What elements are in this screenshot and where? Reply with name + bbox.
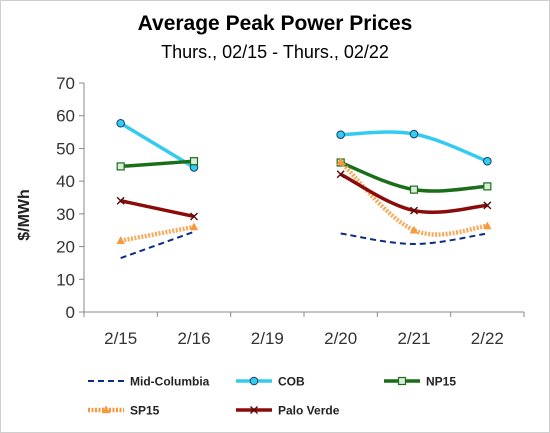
series-mid-columbia xyxy=(120,230,488,259)
y-tick-label: 40 xyxy=(56,172,75,191)
series-line xyxy=(339,160,488,237)
series-line xyxy=(120,159,195,169)
series-layer xyxy=(116,118,492,259)
legend-item-sp15: SP15 xyxy=(88,404,160,418)
x-marker-stroke xyxy=(190,212,198,221)
axes: 0 10 20 30 40 50 60 70 2/15 2/16 2/19 2/20 2/21 2/22 xyxy=(56,74,525,348)
series-line xyxy=(119,121,195,169)
legend-item-palo-verde: Palo Verde xyxy=(236,404,340,418)
x-marker-stroke xyxy=(410,206,418,215)
data-point xyxy=(336,170,345,179)
legend-label: COB xyxy=(278,375,305,389)
x-marker-stroke xyxy=(250,406,258,414)
y-tick-label: 70 xyxy=(56,74,75,93)
data-point xyxy=(483,182,492,191)
data-point xyxy=(483,221,492,230)
x-tick-label: 2/19 xyxy=(251,329,284,348)
series-np15 xyxy=(116,157,492,194)
y-tick-label: 30 xyxy=(56,205,75,224)
chart-title: Average Peak Power Prices xyxy=(138,12,413,35)
series-line xyxy=(120,224,195,243)
data-point xyxy=(409,225,419,234)
x-marker-stroke xyxy=(483,201,492,210)
x-tick-label: 2/20 xyxy=(324,329,357,348)
legend-marker xyxy=(101,405,111,414)
legend-label: Mid-Columbia xyxy=(130,375,210,389)
series-line xyxy=(340,232,488,245)
series-cob xyxy=(116,118,492,172)
y-tick-label: 50 xyxy=(56,139,75,158)
data-point xyxy=(336,130,345,139)
series-sp15 xyxy=(116,157,492,244)
x-tick-label: 2/16 xyxy=(177,329,210,348)
y-axis-label: $/MWh xyxy=(16,189,33,241)
legend: Mid-Columbia COB NP15 SP15 Palo Verde xyxy=(88,375,456,418)
data-point xyxy=(409,185,419,194)
x-tick-label: 2/15 xyxy=(104,329,137,348)
legend-label: SP15 xyxy=(130,404,160,418)
data-point xyxy=(116,236,125,244)
x-tick-label: 2/21 xyxy=(397,329,430,348)
x-tick-label: 2/22 xyxy=(471,329,504,348)
legend-item-cob: COB xyxy=(236,375,305,389)
data-point xyxy=(483,156,492,166)
legend-marker xyxy=(250,406,258,414)
data-point xyxy=(410,206,418,215)
y-tick-label: 10 xyxy=(56,270,75,289)
data-point xyxy=(409,129,419,139)
legend-item-mid-columbia: Mid-Columbia xyxy=(88,375,210,389)
legend-marker xyxy=(249,376,259,386)
y-tick-label: 60 xyxy=(56,107,75,126)
chart-subtitle: Thurs., 02/15 - Thurs., 02/22 xyxy=(161,42,389,62)
data-point xyxy=(336,157,345,166)
x-marker-stroke xyxy=(336,170,345,179)
data-point xyxy=(116,162,125,171)
data-point xyxy=(116,118,125,128)
data-point xyxy=(189,157,199,166)
series-palo-verde xyxy=(116,170,492,221)
series-line xyxy=(120,230,195,259)
legend-item-np15: NP15 xyxy=(384,375,456,389)
x-marker-stroke xyxy=(116,196,125,205)
legend-label: Palo Verde xyxy=(278,404,340,418)
legend-marker xyxy=(397,376,407,386)
y-tick-label: 0 xyxy=(66,303,75,322)
legend-label: NP15 xyxy=(426,375,456,389)
series-line xyxy=(120,199,195,219)
data-point xyxy=(189,222,199,231)
data-point xyxy=(190,212,198,221)
y-tick-label: 20 xyxy=(56,238,75,257)
data-point xyxy=(116,196,125,205)
data-point xyxy=(483,201,492,210)
